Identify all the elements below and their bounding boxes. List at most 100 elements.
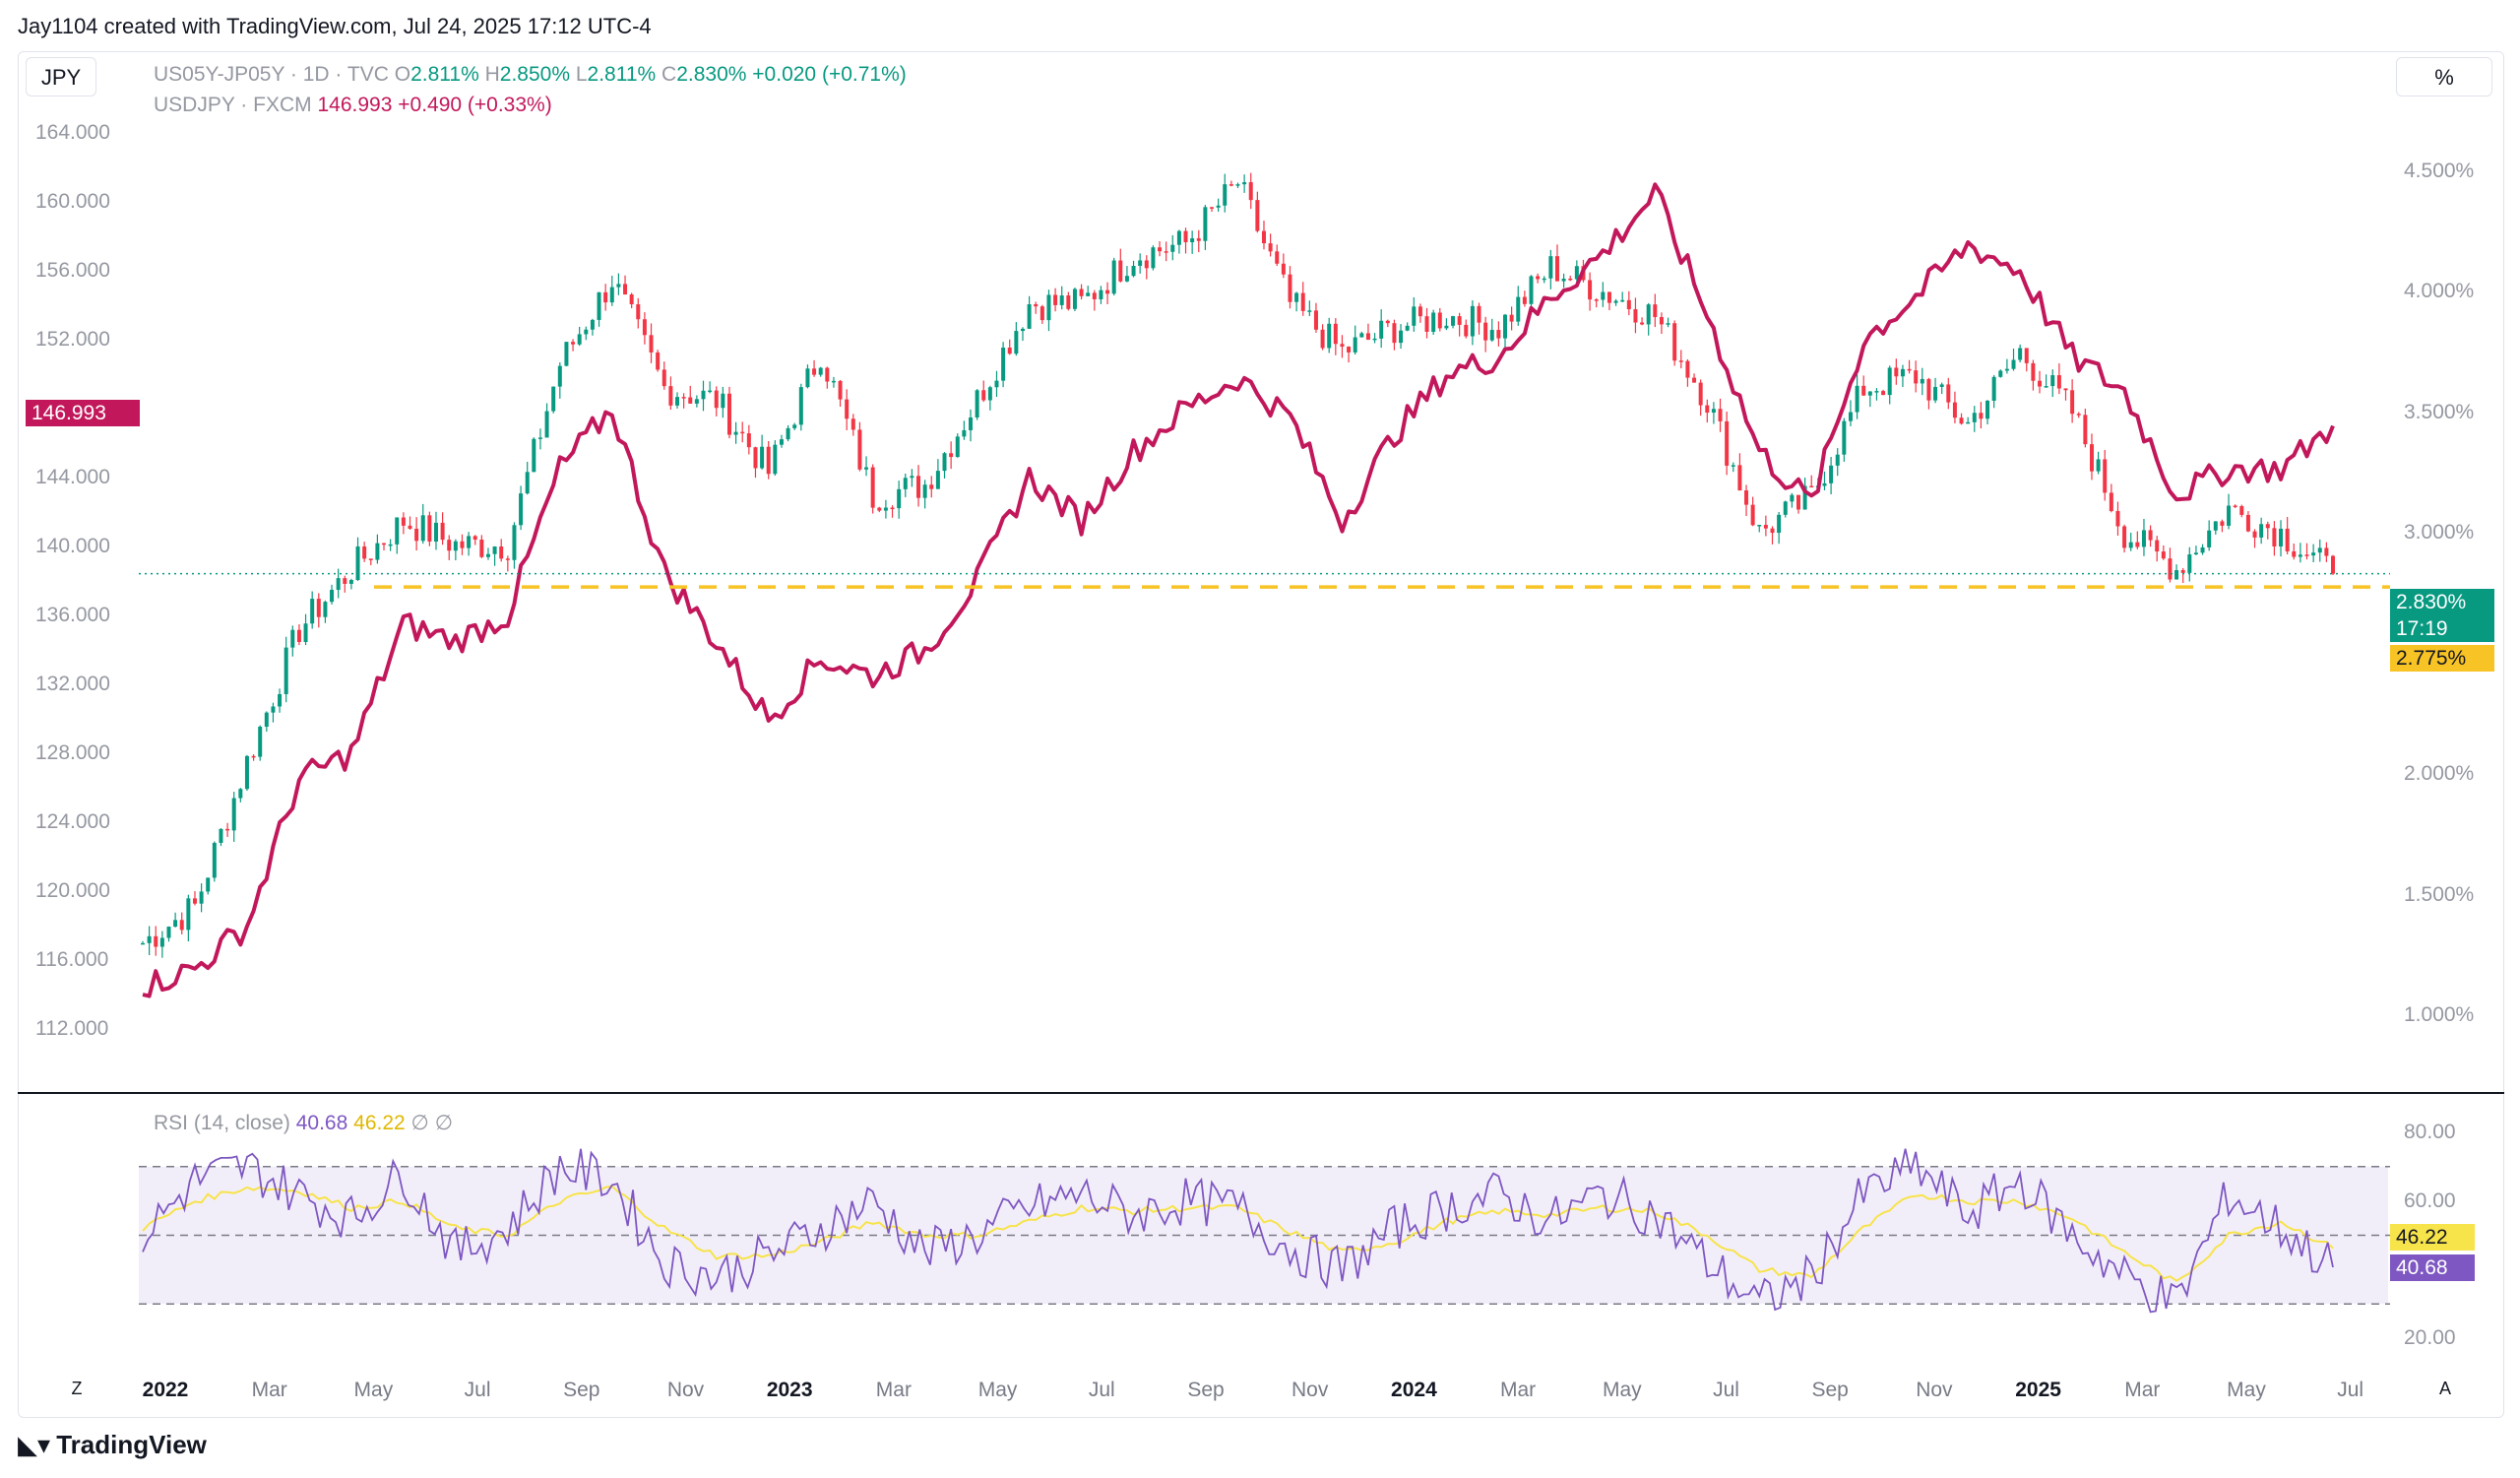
time-axis-month: Mar bbox=[251, 1379, 287, 1401]
left-axis-label: 160.000 bbox=[35, 190, 110, 213]
usdjpy-series bbox=[142, 182, 2335, 998]
yield-candle bbox=[1737, 465, 1742, 491]
yield-candle bbox=[525, 472, 530, 494]
yield-candle bbox=[1210, 207, 1215, 209]
yield-candle bbox=[1952, 402, 1957, 418]
yield-candle bbox=[557, 365, 562, 387]
yield-candle bbox=[159, 937, 164, 947]
yield-candle bbox=[838, 380, 843, 400]
zoom-button[interactable]: Z bbox=[71, 1379, 83, 1398]
yield-candle bbox=[1626, 299, 1631, 310]
yield-candle bbox=[206, 877, 211, 892]
yield-candle bbox=[1561, 278, 1566, 282]
time-axis-year: 2024 bbox=[1391, 1379, 1437, 1401]
time-axis-month: Jul bbox=[464, 1379, 491, 1401]
yield-candle bbox=[2135, 542, 2140, 547]
yield-candle bbox=[166, 927, 171, 938]
yield-candle bbox=[1424, 316, 1429, 332]
yield-candle bbox=[877, 507, 882, 511]
yield-candle bbox=[2193, 552, 2198, 555]
time-axis-month: May bbox=[1602, 1379, 1642, 1401]
yield-candle bbox=[1568, 278, 1573, 281]
percent-scale-button[interactable]: % bbox=[2396, 57, 2492, 96]
time-axis-month: Nov bbox=[666, 1379, 705, 1401]
yield-candle bbox=[726, 393, 731, 435]
tradingview-logo[interactable]: ◣▾ TradingView bbox=[18, 1430, 207, 1460]
currency-button[interactable]: JPY bbox=[26, 57, 96, 96]
yield-candle bbox=[2024, 348, 2029, 363]
yield-candle bbox=[1320, 329, 1325, 349]
yield-candle bbox=[1711, 409, 1716, 414]
yield-candle bbox=[238, 789, 243, 799]
yield-candle bbox=[1347, 347, 1352, 353]
yield-candle bbox=[779, 439, 784, 445]
yield-candle bbox=[2056, 375, 2061, 389]
bar-countdown: 17:19 bbox=[2396, 617, 2448, 640]
yield-candle bbox=[2265, 524, 2270, 529]
yield-candle bbox=[505, 558, 510, 560]
tradingview-brand-text: TradingView bbox=[56, 1430, 207, 1459]
yield-candle bbox=[1092, 292, 1097, 299]
yield-candle bbox=[2031, 362, 2036, 381]
yield-candle bbox=[1914, 370, 1919, 384]
yield-candle bbox=[649, 335, 654, 353]
yield-candle bbox=[883, 507, 888, 511]
yield-candle bbox=[427, 515, 432, 542]
legend-rsi[interactable]: RSI (14, close) 40.68 46.22 ∅ ∅ bbox=[154, 1111, 453, 1135]
yield-candle bbox=[212, 842, 217, 878]
yield-candle bbox=[1007, 347, 1012, 354]
yield-candle bbox=[1072, 289, 1077, 309]
left-axis-label: 140.000 bbox=[35, 535, 110, 557]
yield-candle bbox=[656, 352, 661, 370]
legend-yield[interactable]: US05Y-JP05Y · 1D · TVC O2.811% H2.850% L… bbox=[154, 63, 907, 87]
yield-candle bbox=[453, 541, 458, 551]
yield-candle bbox=[1705, 405, 1710, 414]
yield-candle bbox=[1926, 378, 1931, 401]
time-axis-month: May bbox=[2227, 1379, 2266, 1401]
yield-candle bbox=[1646, 304, 1651, 325]
yield-candle bbox=[472, 536, 477, 541]
yield-candle bbox=[1255, 200, 1260, 231]
yield-candle bbox=[1170, 244, 1175, 252]
yield-candle bbox=[1223, 184, 1228, 206]
yield-candle bbox=[681, 397, 686, 399]
yield-candle bbox=[1451, 316, 1456, 326]
yield-candle bbox=[1640, 322, 1645, 325]
yield-candle bbox=[1718, 409, 1723, 421]
yield-candle bbox=[1281, 263, 1286, 275]
yield-candle bbox=[1059, 295, 1064, 305]
yield-candle bbox=[968, 417, 973, 430]
yield-candle bbox=[870, 467, 875, 508]
yield-candle bbox=[1991, 376, 1996, 401]
time-axis-year: 2022 bbox=[142, 1379, 189, 1401]
time-axis-year: 2025 bbox=[2015, 1379, 2061, 1401]
yield-candle bbox=[1418, 306, 1422, 317]
yield-candle bbox=[1698, 382, 1703, 406]
right-axis-label: 4.000% bbox=[2404, 280, 2475, 302]
yield-candle bbox=[1477, 305, 1481, 323]
yield-candle bbox=[603, 291, 608, 303]
yield-candle bbox=[1750, 504, 1755, 526]
yield-candle bbox=[962, 429, 967, 437]
rsi-series bbox=[142, 1148, 2334, 1314]
yield-candle bbox=[414, 528, 419, 542]
yield-candle bbox=[1985, 400, 1990, 419]
yield-candle bbox=[485, 553, 490, 557]
yield-candle bbox=[290, 629, 295, 648]
time-axis-month: Sep bbox=[563, 1379, 600, 1401]
yield-candle bbox=[2038, 380, 2043, 387]
yield-candle bbox=[1620, 299, 1625, 302]
rsi-band bbox=[139, 1166, 2390, 1305]
auto-scale-button[interactable]: A bbox=[2438, 1379, 2451, 1398]
left-axis-label: 120.000 bbox=[35, 879, 110, 902]
yield-candle bbox=[316, 599, 321, 617]
rsi-ma-tag: 46.22 bbox=[2390, 1224, 2475, 1251]
yield-candle bbox=[512, 525, 517, 560]
legend-fx[interactable]: USDJPY · FXCM 146.993 +0.490 (+0.33%) bbox=[154, 94, 552, 117]
yield-candle bbox=[949, 453, 954, 458]
yield-candle bbox=[2331, 555, 2335, 574]
yield-candle bbox=[2279, 528, 2284, 546]
legend-fx-last: 146.993 bbox=[317, 94, 393, 116]
legend-yield-close: 2.830% bbox=[676, 63, 747, 86]
